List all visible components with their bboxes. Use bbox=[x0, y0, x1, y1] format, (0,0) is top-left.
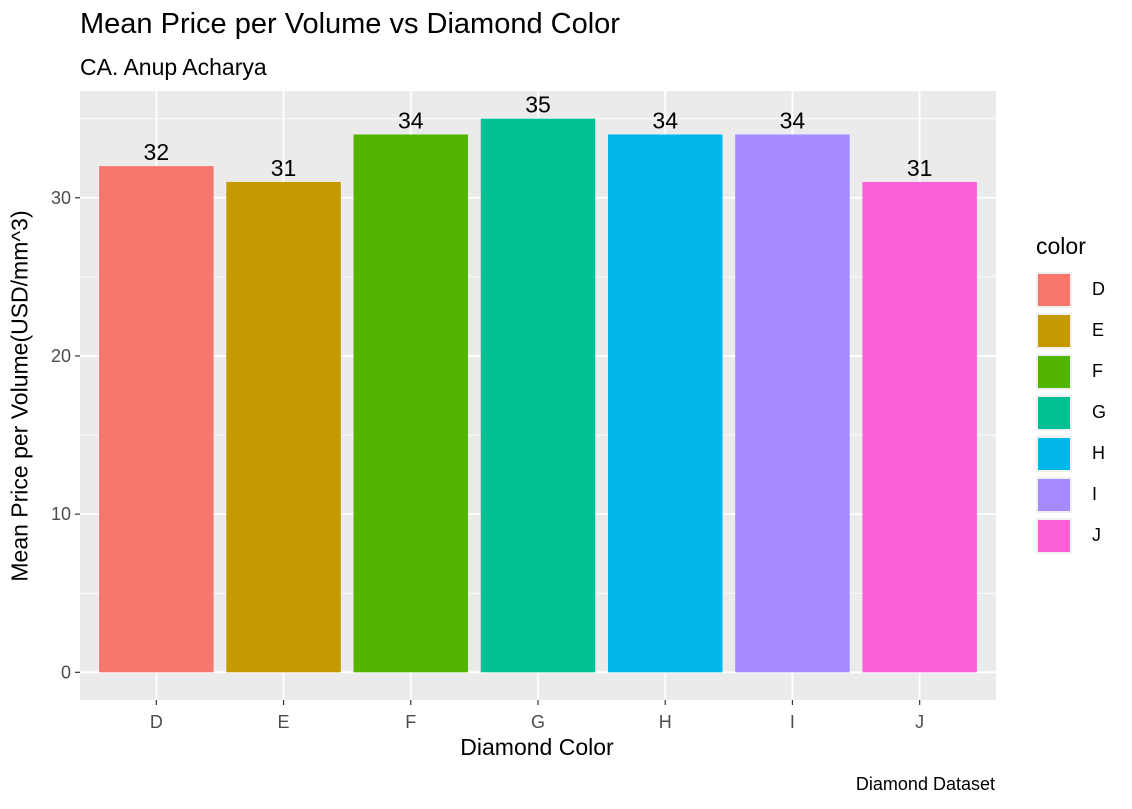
x-tick-label: D bbox=[150, 712, 163, 732]
data-label-g: 35 bbox=[525, 92, 551, 118]
chart-title: Mean Price per Volume vs Diamond Color bbox=[80, 8, 620, 40]
legend-key bbox=[1036, 353, 1072, 390]
data-label-f: 34 bbox=[398, 108, 424, 134]
legend-item-h: H bbox=[1036, 433, 1106, 474]
legend-item-i: I bbox=[1036, 474, 1106, 515]
legend: color D E F G H I J bbox=[1036, 233, 1106, 556]
data-label-i: 34 bbox=[780, 108, 806, 134]
x-tick-label: G bbox=[531, 712, 545, 732]
data-label-d: 32 bbox=[144, 139, 170, 165]
legend-key bbox=[1036, 517, 1072, 554]
legend-label: G bbox=[1092, 402, 1107, 422]
x-axis-label: Diamond Color bbox=[460, 734, 614, 760]
legend-item-e: E bbox=[1036, 310, 1106, 351]
legend-label: I bbox=[1092, 484, 1098, 504]
legend-label: E bbox=[1092, 320, 1105, 340]
y-tick-label: 10 bbox=[51, 504, 71, 524]
x-tick-label: I bbox=[790, 712, 795, 732]
chart-caption: Diamond Dataset bbox=[855, 774, 995, 794]
legend-label: J bbox=[1092, 525, 1101, 545]
y-tick-label: 0 bbox=[61, 662, 71, 682]
data-label-e: 31 bbox=[271, 155, 297, 181]
legend-item-f: F bbox=[1036, 351, 1106, 392]
legend-label: D bbox=[1092, 279, 1105, 299]
legend-items: D E F G H I J bbox=[1036, 269, 1106, 556]
x-tick-label: E bbox=[278, 712, 290, 732]
y-tick-label: 30 bbox=[51, 188, 71, 208]
legend-label: H bbox=[1092, 443, 1105, 463]
bar-f bbox=[353, 134, 469, 673]
bar-d bbox=[99, 166, 214, 673]
data-label-h: 34 bbox=[652, 108, 678, 134]
y-tick-label: 20 bbox=[51, 346, 71, 366]
bar-g bbox=[480, 118, 596, 673]
chart-subtitle: CA. Anup Acharya bbox=[80, 54, 267, 80]
x-tick-label: F bbox=[405, 712, 416, 732]
y-axis-label: Mean Price per Volume(USD/mm^3) bbox=[6, 210, 33, 582]
bar-i bbox=[735, 134, 850, 673]
legend-label: F bbox=[1092, 361, 1103, 381]
legend-item-d: D bbox=[1036, 269, 1106, 310]
bar-j bbox=[862, 181, 977, 673]
x-tick-label: J bbox=[915, 712, 924, 732]
legend-title: color bbox=[1036, 233, 1086, 259]
x-tick-label: H bbox=[659, 712, 672, 732]
legend-key bbox=[1036, 271, 1072, 308]
bar-e bbox=[226, 181, 341, 673]
legend-item-g: G bbox=[1036, 392, 1106, 433]
legend-key bbox=[1036, 476, 1072, 513]
bar-h bbox=[607, 134, 723, 673]
data-label-j: 31 bbox=[907, 155, 933, 181]
legend-key bbox=[1036, 435, 1072, 472]
legend-key bbox=[1036, 312, 1072, 349]
legend-item-j: J bbox=[1036, 515, 1106, 556]
legend-key bbox=[1036, 394, 1072, 431]
